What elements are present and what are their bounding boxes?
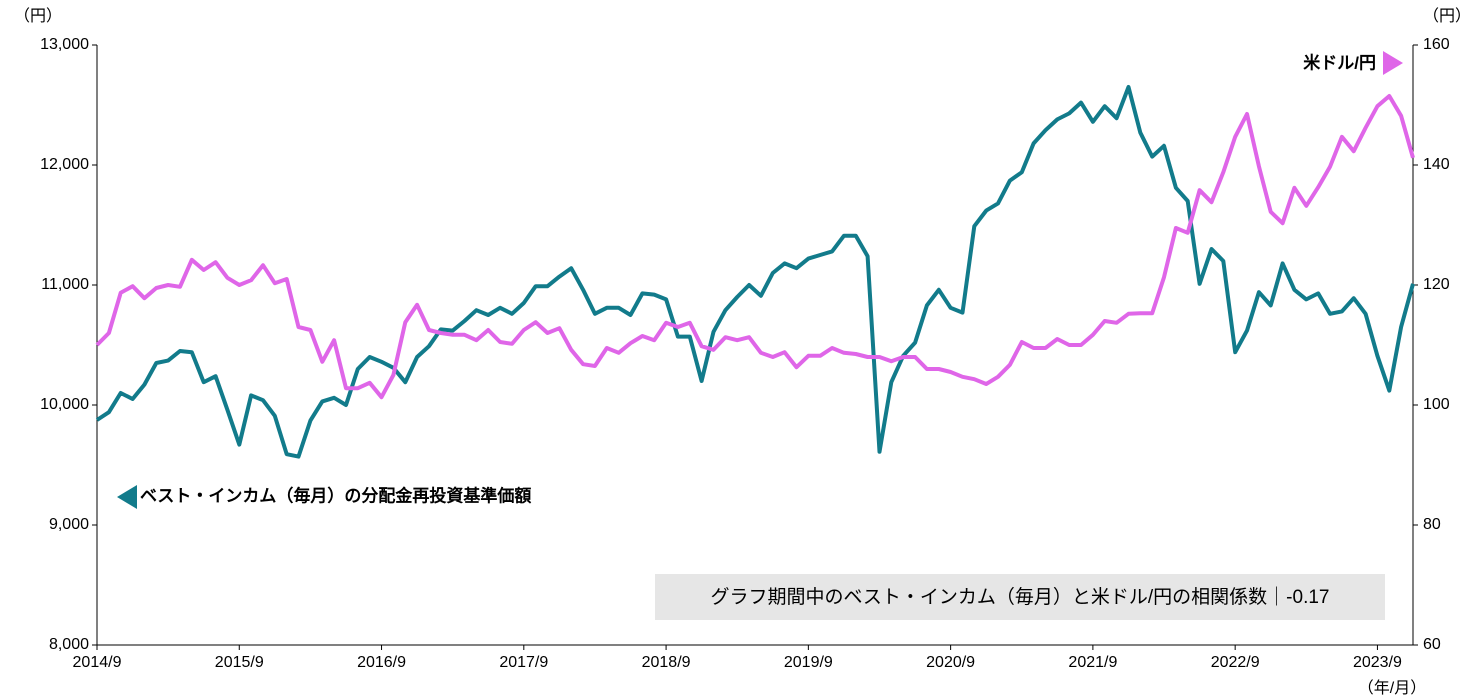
x-tick-label: 2020/9 [926, 654, 975, 671]
x-tick-label: 2021/9 [1068, 654, 1117, 671]
x-tick-label: 2014/9 [73, 654, 122, 671]
legend-label: ベスト・インカム（毎月）の分配金再投資基準価額 [140, 485, 531, 505]
y2-tick-label: 140 [1423, 156, 1450, 173]
y-tick-label: 12,000 [40, 156, 89, 173]
y2-axis-unit: （円） [1423, 7, 1471, 25]
x-tick-label: 2023/9 [1353, 654, 1402, 671]
legend-marker [1383, 51, 1403, 75]
legend-label: 米ドル/円 [1303, 52, 1376, 72]
y2-tick-label: 100 [1423, 396, 1450, 413]
x-axis-unit: （年/月） [1358, 679, 1426, 697]
y2-tick-label: 120 [1423, 276, 1450, 293]
y-tick-label: 11,000 [41, 276, 89, 293]
y-axis-unit: （円） [14, 7, 62, 25]
y-tick-label: 10,000 [40, 396, 89, 413]
x-tick-label: 2017/9 [499, 654, 548, 671]
annotation: グラフ期間中のベスト・インカム（毎月）と米ドル/円の相関係数｜-0.17 [711, 586, 1330, 608]
y2-tick-label: 80 [1423, 516, 1441, 533]
legend-marker [117, 485, 137, 509]
x-tick-label: 2019/9 [784, 654, 833, 671]
line-series [95, 94, 1415, 400]
y-tick-label: 8,000 [49, 636, 89, 653]
y2-tick-label: 160 [1423, 36, 1450, 53]
x-tick-label: 2016/9 [357, 654, 406, 671]
x-tick-label: 2018/9 [642, 654, 691, 671]
y-tick-label: 13,000 [40, 36, 89, 53]
annotation-box [655, 574, 1385, 620]
line-series [95, 85, 1415, 459]
y2-tick-label: 60 [1423, 636, 1441, 653]
x-tick-label: 2022/9 [1211, 654, 1260, 671]
x-tick-label: 2015/9 [215, 654, 264, 671]
y-tick-label: 9,000 [49, 516, 89, 533]
